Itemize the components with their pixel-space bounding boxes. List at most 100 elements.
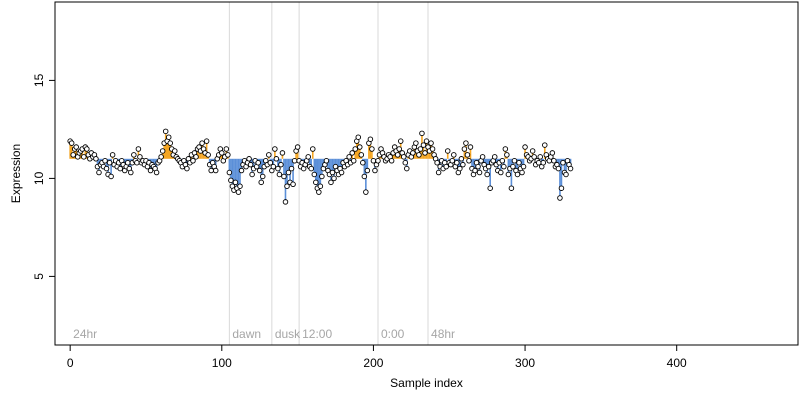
data-point-38 [125, 159, 131, 166]
data-point-148 [291, 158, 298, 164]
data-point-325 [560, 159, 566, 166]
data-point-65 [165, 134, 172, 140]
data-point-286 [501, 163, 507, 170]
data-point-120 [249, 171, 255, 178]
data-point-284 [498, 169, 504, 176]
data-point-191 [357, 144, 363, 150]
data-point-2 [70, 152, 76, 158]
data-point-26 [106, 159, 113, 166]
data-point-228 [413, 140, 419, 146]
data-point-196 [364, 167, 371, 174]
data-point-272 [479, 154, 486, 160]
data-point-119 [247, 161, 254, 168]
data-point-174 [331, 175, 337, 182]
data-point-77 [184, 165, 190, 172]
data-point-280 [491, 154, 498, 160]
data-point-160 [310, 146, 316, 152]
data-point-83 [193, 154, 199, 160]
y-axis: 5 10 15 [32, 73, 55, 280]
data-point-105 [226, 169, 233, 176]
data-point-330 [567, 165, 574, 172]
data-point-216 [394, 152, 401, 158]
data-point-324 [558, 185, 565, 191]
data-point-164 [316, 189, 322, 195]
data-point-186 [349, 150, 355, 156]
data-point-45 [135, 146, 142, 152]
data-point-319 [551, 158, 557, 164]
data-point-166 [319, 173, 325, 180]
annotation-labels: 24hr dawn dusk 12:00 0:00 48hr [73, 327, 455, 341]
data-point-40 [128, 169, 134, 176]
data-point-143 [284, 183, 290, 189]
data-point-104 [225, 152, 231, 158]
data-point-238 [428, 140, 434, 146]
data-point-162 [313, 179, 319, 186]
data-point-90 [203, 138, 210, 144]
data-point-234 [422, 150, 428, 156]
plot-frame [54, 1, 799, 346]
data-point-258 [458, 156, 465, 162]
data-point-195 [363, 189, 369, 195]
data-point-261 [463, 140, 469, 146]
data-point-69 [172, 148, 178, 154]
data-point-63 [162, 128, 169, 135]
annotation-label-2: dusk [275, 327, 301, 341]
data-point-288 [504, 152, 510, 158]
data-point-161 [311, 171, 318, 178]
data-point-103 [223, 146, 230, 152]
data-point-194 [361, 173, 368, 180]
data-point-141 [281, 173, 287, 180]
annotation-label-4: 0:00 [381, 327, 405, 341]
data-point-23 [102, 158, 108, 164]
data-point-27 [108, 173, 114, 180]
data-point-118 [246, 156, 252, 162]
data-point-218 [397, 138, 404, 144]
data-point-264 [467, 144, 474, 150]
data-point-172 [328, 179, 334, 186]
data-point-132 [267, 159, 274, 166]
data-point-293 [511, 158, 518, 164]
data-point-313 [542, 142, 548, 148]
data-point-203 [375, 158, 381, 164]
data-point-220 [401, 154, 407, 160]
data-point-91 [205, 152, 211, 158]
data-point-9 [81, 154, 87, 160]
data-point-300 [522, 144, 528, 150]
data-point-310 [537, 154, 543, 160]
data-point-112 [237, 183, 243, 189]
data-point-262 [464, 152, 471, 158]
data-point-285 [499, 158, 506, 164]
data-point-253 [451, 152, 457, 158]
data-point-188 [352, 146, 358, 152]
data-point-147 [290, 181, 296, 188]
data-point-275 [484, 171, 490, 178]
y-tick-label-2: 15 [32, 73, 46, 87]
data-point-299 [520, 163, 527, 170]
data-point-124 [255, 159, 261, 166]
data-point-287 [502, 146, 509, 152]
data-point-17 [93, 156, 99, 162]
data-point-198 [367, 136, 374, 142]
data-point-248 [443, 163, 449, 170]
annotation-label-0: 24hr [73, 327, 97, 341]
data-point-100 [219, 150, 225, 156]
annotation-label-5: 48hr [431, 327, 455, 341]
data-point-239 [429, 146, 436, 152]
data-point-4 [73, 144, 79, 150]
data-point-165 [317, 183, 324, 189]
data-point-139 [278, 161, 284, 168]
data-point-305 [529, 148, 536, 154]
data-point-46 [137, 154, 143, 160]
data-point-42 [131, 152, 137, 158]
data-point-28 [109, 152, 116, 158]
data-point-292 [510, 163, 516, 170]
data-point-277 [487, 185, 493, 191]
data-point-131 [266, 152, 272, 158]
data-point-230 [416, 152, 422, 158]
data-point-306 [531, 154, 537, 160]
data-point-296 [516, 159, 522, 166]
data-point-184 [346, 154, 352, 160]
data-point-289 [505, 171, 512, 178]
data-point-312 [540, 159, 547, 166]
data-point-173 [329, 169, 336, 176]
